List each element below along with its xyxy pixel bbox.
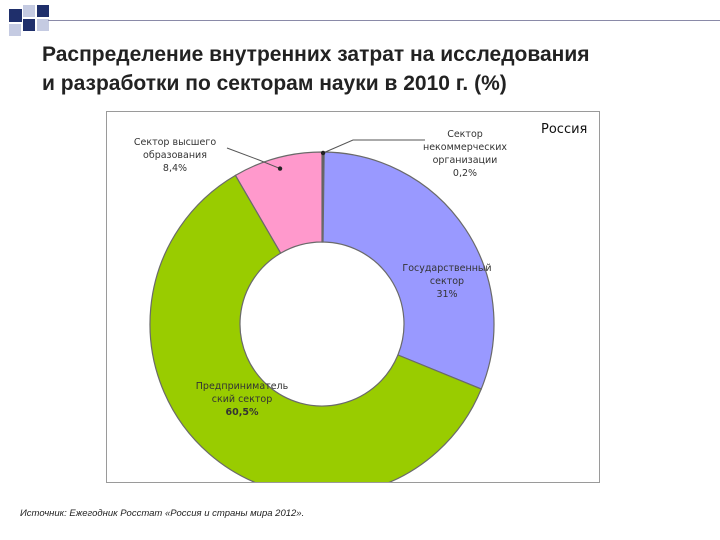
leader-line-nonprofit-dot (320, 150, 326, 156)
donut-slice-business (149, 174, 483, 482)
decor-divider-line (48, 20, 720, 21)
label-nonprofit-name-1: Сектор (447, 129, 483, 140)
leader-line-higher-education-dot (277, 166, 283, 171)
label-business-value: 60,5% (225, 407, 259, 418)
label-government-name-1: Государственный (402, 263, 492, 274)
slide-title: Распределение внутренних затрат на иссле… (42, 40, 702, 98)
decor-square-light-3 (37, 19, 49, 31)
label-higher-education-name-1: Сектор высшего (133, 137, 217, 148)
leader-line-higher-education (226, 147, 281, 170)
slide-title-line-2: и разработки по секторам науки в 2010 г.… (42, 72, 507, 95)
label-government-value: 31% (436, 289, 458, 300)
label-nonprofit-value: 0,2% (452, 168, 478, 179)
label-higher-education: Сектор высшего образования 8,4% (115, 136, 235, 175)
chart-title: Россия (541, 122, 588, 137)
decor-square-navy-1 (9, 9, 22, 22)
decor-square-navy-3 (23, 19, 35, 31)
label-nonprofit-name-2: некоммерческих (422, 142, 508, 153)
label-higher-education-value: 8,4% (162, 163, 188, 174)
label-business: Предприниматель ский сектор 60,5% (187, 380, 297, 419)
label-business-name-1: Предприниматель (195, 381, 289, 392)
slide-title-line-1: Распределение внутренних затрат на иссле… (42, 43, 590, 66)
decor-square-light-2 (9, 24, 21, 36)
decor-square-navy-2 (37, 5, 49, 17)
label-higher-education-name-2: образования (143, 150, 207, 161)
chart-frame: Россия Сектор высшего образования 8,4% С… (106, 111, 600, 483)
donut-slice-government (322, 151, 495, 390)
leader-line-nonprofit (322, 139, 425, 154)
label-government-name-2: сектор (429, 276, 465, 287)
label-government: Государственный сектор 31% (395, 262, 499, 301)
label-business-name-2: ский сектор (211, 394, 273, 405)
donut-chart (149, 139, 495, 482)
label-nonprofit: Сектор некоммерческих организации 0,2% (415, 128, 515, 180)
source-note: Источник: Ежегодник Росстат «Россия и ст… (20, 508, 305, 519)
label-nonprofit-name-3: организации (432, 155, 498, 166)
decor-square-light-1 (23, 5, 35, 17)
